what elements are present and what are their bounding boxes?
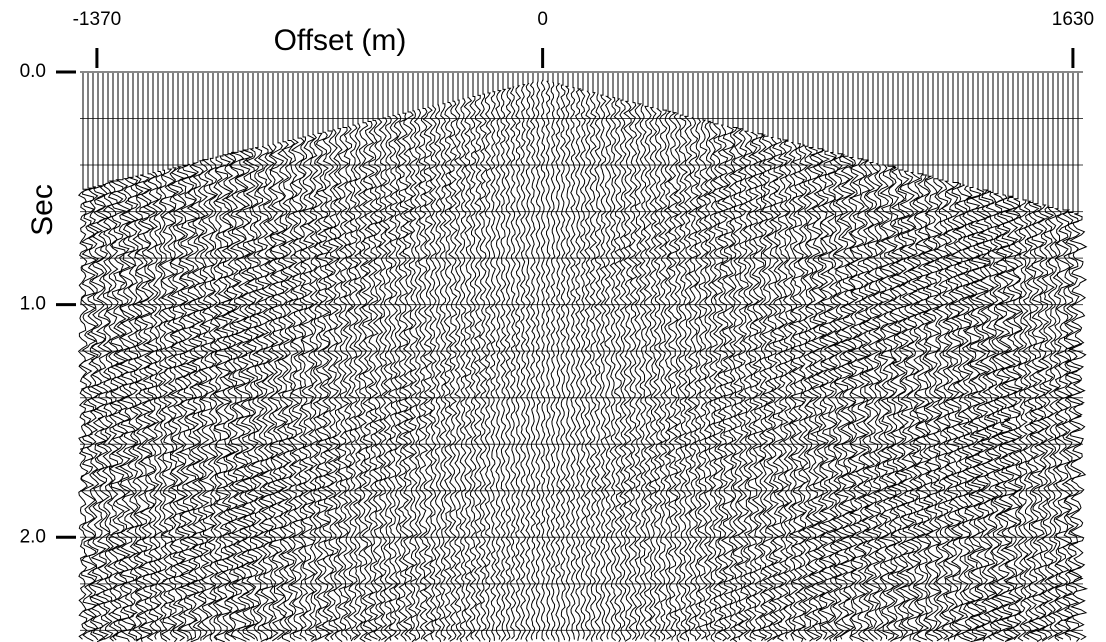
trace: [1048, 72, 1058, 640]
trace: [464, 72, 471, 641]
trace: [718, 72, 729, 641]
trace: [80, 72, 97, 641]
trace: [994, 72, 1011, 639]
trace: [261, 72, 275, 640]
trace: [495, 72, 500, 640]
x-tick-label: -1370: [73, 9, 122, 30]
trace: [605, 72, 611, 639]
y-tick-label: 0.0: [20, 61, 46, 82]
x-tick-label: 1630: [1052, 9, 1094, 30]
trace: [354, 72, 363, 640]
trace: [610, 72, 616, 641]
trace: [107, 72, 119, 641]
trace: [470, 72, 476, 640]
trace: [873, 72, 883, 641]
trace: [566, 72, 571, 641]
trace: [299, 72, 308, 641]
trace: [654, 72, 662, 640]
trace: [490, 72, 495, 641]
trace: [551, 72, 555, 641]
trace: [531, 72, 536, 640]
trace: [546, 72, 550, 639]
trace: [942, 72, 954, 640]
trace: [213, 72, 223, 640]
x-axis-label: Offset (m): [274, 24, 407, 57]
trace: [665, 72, 672, 639]
trace: [430, 72, 437, 640]
trace: [440, 72, 446, 641]
y-tick-label: 1.0: [20, 294, 46, 315]
trace: [575, 72, 580, 641]
trace: [153, 72, 163, 639]
seismic-traces: [79, 72, 1087, 642]
trace: [485, 72, 491, 642]
trace: [556, 72, 561, 642]
trace: [435, 72, 442, 642]
trace: [511, 72, 516, 639]
trace: [1018, 72, 1028, 641]
trace: [629, 72, 637, 640]
trace: [580, 72, 586, 639]
trace: [179, 72, 197, 641]
trace: [767, 72, 779, 642]
trace: [1062, 72, 1074, 640]
y-axis-label: Sec: [26, 184, 59, 236]
trace: [914, 72, 931, 640]
trace: [784, 72, 793, 639]
trace: [561, 72, 566, 640]
x-tick-label: 0: [537, 9, 548, 30]
trace: [600, 72, 606, 641]
trace: [595, 72, 602, 640]
trace: [1069, 72, 1086, 640]
trace: [536, 72, 540, 639]
trace: [79, 72, 88, 639]
trace: [923, 72, 933, 641]
trace: [520, 72, 525, 640]
y-tick-label: 2.0: [20, 526, 46, 547]
trace: [541, 72, 545, 641]
trace: [585, 72, 591, 640]
trace: [500, 72, 505, 641]
trace: [384, 72, 393, 642]
trace: [570, 72, 575, 640]
chart: Offset (m) Sec -1370 0 1630 0.0 1.0 2.0: [0, 0, 1106, 642]
trace: [505, 72, 511, 640]
trace: [772, 72, 784, 640]
trace: [147, 72, 158, 641]
trace: [90, 72, 106, 642]
trace: [526, 72, 531, 641]
trace: [614, 72, 621, 642]
trace: [374, 72, 383, 641]
